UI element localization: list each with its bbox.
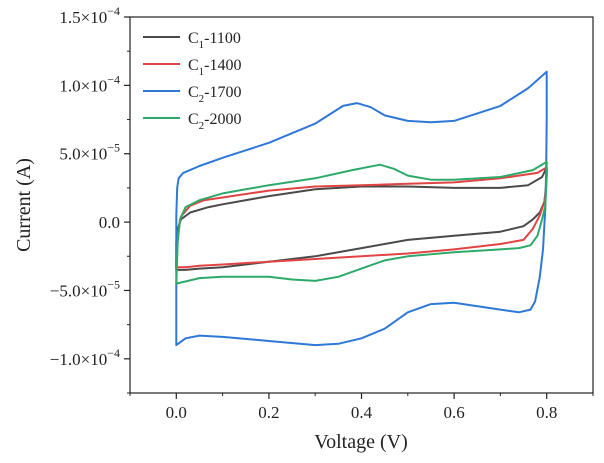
legend-item-c2-1700: C2-1700 (143, 84, 242, 105)
series-line-c1-1400 (175, 166, 548, 269)
y-tick-label: 1.5×10−4 (59, 4, 120, 27)
legend-item-c2-2000: C2-2000 (143, 111, 242, 132)
y-tick-label: −5.0×10−5 (50, 277, 120, 300)
series-line-c1-1100 (175, 166, 548, 271)
series-line-c2-1700 (175, 70, 548, 347)
y-tick-label: 5.0×10−5 (59, 141, 120, 164)
series-line-c2-2000 (175, 160, 548, 285)
x-axis-title: Voltage (V) (314, 431, 408, 453)
y-tick-label: 1.0×10−4 (59, 72, 120, 95)
legend-label-c1-1400: C1-1400 (188, 57, 242, 78)
x-tick-label: 0.6 (443, 403, 464, 422)
y-tick-label: 0.0 (99, 213, 120, 232)
legend-label-c2-2000: C2-2000 (188, 111, 242, 132)
legend-label-c2-1700: C2-1700 (188, 84, 242, 105)
x-tick-label: 0.0 (166, 403, 187, 422)
y-axis-title: Current (A) (13, 158, 35, 252)
x-tick-label: 0.2 (258, 403, 279, 422)
legend: C1-1100 C1-1400 C2-1700 C2-2000 (143, 30, 242, 132)
legend-item-c1-1400: C1-1400 (143, 57, 242, 78)
legend-label-c1-1100: C1-1100 (188, 30, 241, 51)
y-tick-label: −1.0×10−4 (50, 346, 120, 369)
x-tick-label: 0.4 (351, 403, 373, 422)
legend-item-c1-1100: C1-1100 (143, 30, 241, 51)
x-tick-label: 0.8 (536, 403, 557, 422)
